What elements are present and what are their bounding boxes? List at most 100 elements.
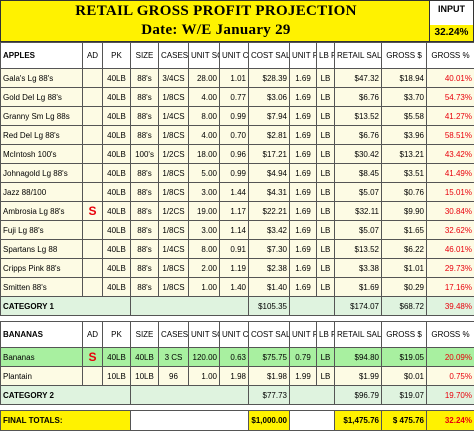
size: 88's (131, 164, 159, 183)
ad-flag[interactable] (83, 278, 103, 297)
ad-flag[interactable] (83, 240, 103, 259)
unit-sold: 1.00 (189, 367, 220, 386)
gross-pct: 41.27% (427, 107, 474, 126)
unit-retail[interactable]: 1.69 (290, 278, 317, 297)
unit-cost: 0.70 (220, 126, 249, 145)
unit-retail[interactable]: 1.69 (290, 202, 317, 221)
cases-input[interactable]: 1/8CS (159, 221, 189, 240)
input-value-cell[interactable]: 32.24% (430, 25, 473, 41)
unit-retail[interactable]: 1.69 (290, 183, 317, 202)
size: 88's (131, 202, 159, 221)
cases-input[interactable]: 1/2CS (159, 145, 189, 164)
unit-sold: 2.00 (189, 259, 220, 278)
unit-retail[interactable]: 1.69 (290, 240, 317, 259)
unit-retail[interactable]: 1.69 (290, 107, 317, 126)
gross-pct: 40.01% (427, 69, 474, 88)
retail-sales: $94.80 (335, 348, 382, 367)
ad-flag[interactable] (83, 164, 103, 183)
cases-input[interactable]: 1/8CS (159, 164, 189, 183)
gross-pct: 43.42% (427, 145, 474, 164)
retail-sales: $5.07 (335, 183, 382, 202)
blank-cell (290, 411, 335, 431)
unit-retail[interactable]: 1.69 (290, 259, 317, 278)
gross-pct-total: 19.70% (427, 386, 474, 405)
gross-dollar: $5.58 (382, 107, 427, 126)
cases-input[interactable]: 3 CS (159, 348, 189, 367)
unit-sold: 5.00 (189, 164, 220, 183)
unit-cost: 1.14 (220, 221, 249, 240)
unit-retail[interactable]: 1.69 (290, 164, 317, 183)
lb-ret: LB (317, 88, 335, 107)
gross-dollar: $18.94 (382, 69, 427, 88)
cases-input[interactable]: 1/2CS (159, 202, 189, 221)
blank-cell (290, 386, 335, 405)
retail-sales: $30.42 (335, 145, 382, 164)
ad-flag[interactable]: S (83, 348, 103, 367)
unit-retail[interactable]: 1.69 (290, 145, 317, 164)
cost-sales: $75.75 (249, 348, 290, 367)
col-header-cases: CASES $1000 (159, 322, 189, 348)
size: 88's (131, 183, 159, 202)
ad-flag[interactable] (83, 126, 103, 145)
final-gross-pct: 32.24% (427, 411, 474, 431)
size: 100's (131, 145, 159, 164)
cost-sales: $4.31 (249, 183, 290, 202)
cases-input[interactable]: 3/4CS (159, 69, 189, 88)
ad-flag[interactable] (83, 88, 103, 107)
item-name: Fuji Lg 88's (1, 221, 83, 240)
cases-input[interactable]: 1/8CS (159, 88, 189, 107)
ad-flag[interactable] (83, 183, 103, 202)
ad-flag[interactable] (83, 221, 103, 240)
ad-flag[interactable] (83, 145, 103, 164)
retail-sales: $8.45 (335, 164, 382, 183)
unit-cost: 0.99 (220, 107, 249, 126)
input-box: INPUT 32.24% (430, 0, 474, 42)
final-totals-label: FINAL TOTALS: (1, 411, 131, 431)
unit-retail[interactable]: 1.69 (290, 221, 317, 240)
ad-flag[interactable] (83, 69, 103, 88)
cases-input[interactable]: 1/8CS (159, 259, 189, 278)
ad-flag[interactable] (83, 107, 103, 126)
cost-sales: $3.06 (249, 88, 290, 107)
cases-input[interactable]: 1/4CS (159, 240, 189, 259)
unit-retail[interactable]: 1.99 (290, 367, 317, 386)
unit-retail[interactable]: 1.69 (290, 126, 317, 145)
lb-ret: LB (317, 145, 335, 164)
ad-flag[interactable]: S (83, 202, 103, 221)
unit-retail[interactable]: 1.69 (290, 88, 317, 107)
blank-cell (290, 297, 335, 316)
lb-ret: LB (317, 278, 335, 297)
gross-pct: 46.01% (427, 240, 474, 259)
col-header-unit-sold: UNIT SOLD (189, 322, 220, 348)
final-retail-sales: $1,475.76 (335, 411, 382, 431)
gross-pct: 29.73% (427, 259, 474, 278)
ad-flag[interactable] (83, 367, 103, 386)
ad-flag[interactable] (83, 259, 103, 278)
retail-sales: $1.99 (335, 367, 382, 386)
size: 88's (131, 126, 159, 145)
cases-input[interactable]: 1/4CS (159, 107, 189, 126)
gross-dollar: $3.70 (382, 88, 427, 107)
item-name: Red Del Lg 88's (1, 126, 83, 145)
cases-input[interactable]: 96 (159, 367, 189, 386)
cases-input[interactable]: 1/8CS (159, 278, 189, 297)
unit-retail[interactable]: 0.79 (290, 348, 317, 367)
final-cost-sales: $1,000.00 (249, 411, 290, 431)
pack: 40LB (103, 221, 131, 240)
pack: 40LB (103, 126, 131, 145)
cases-input[interactable]: 1/8CS (159, 183, 189, 202)
col-header-cases: CASES $1000 (159, 43, 189, 69)
size: 88's (131, 240, 159, 259)
col-header-size: SIZE (131, 322, 159, 348)
unit-cost: 1.40 (220, 278, 249, 297)
lb-ret: LB (317, 348, 335, 367)
cases-input[interactable]: 1/8CS (159, 126, 189, 145)
lb-ret: LB (317, 126, 335, 145)
unit-retail[interactable]: 1.69 (290, 69, 317, 88)
final-gross-dollar: $ 475.76 (382, 411, 427, 431)
